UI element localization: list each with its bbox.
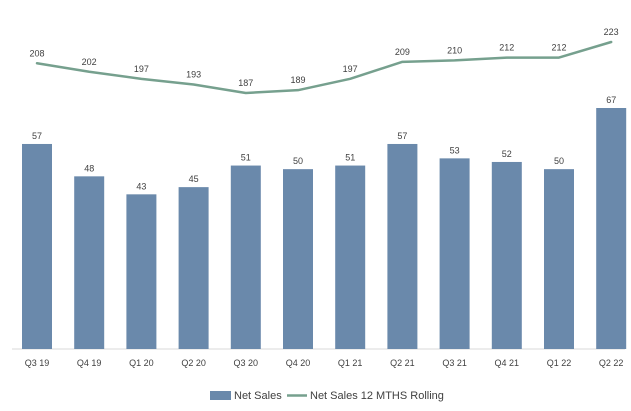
line-value-label: 209 <box>395 47 410 57</box>
line-value-label: 208 <box>29 48 44 58</box>
x-tick-label: Q1 22 <box>547 358 572 368</box>
line-value-label: 210 <box>447 45 462 55</box>
legend: Net Sales Net Sales 12 MTHS Rolling <box>210 390 444 402</box>
bar-value-label: 67 <box>606 95 616 105</box>
rolling-line-group <box>35 40 613 95</box>
legend-label-net-sales: Net Sales <box>234 390 282 402</box>
bar-value-label: 52 <box>502 149 512 159</box>
x-tick-label: Q3 19 <box>25 358 50 368</box>
bar-value-label: 50 <box>554 156 564 166</box>
bar-q1-21 <box>335 165 366 349</box>
bar-q3-21 <box>439 158 470 349</box>
bar-value-label: 53 <box>450 145 460 155</box>
bar-value-label: 57 <box>397 131 407 141</box>
bar-value-label: 48 <box>84 163 94 173</box>
line-value-label: 189 <box>290 75 305 85</box>
bar-q2-22 <box>596 108 627 349</box>
bar-value-label: 43 <box>136 181 146 191</box>
line-value-label: 187 <box>238 78 253 88</box>
bar-q2-21 <box>387 143 418 349</box>
bar-q2-20 <box>178 187 209 349</box>
data-labels-group: 57 208 48 202 43 197 45 193 51 187 50 189 51 197 57 209… <box>29 27 618 191</box>
bars-group <box>22 108 627 349</box>
x-tick-label: Q2 22 <box>599 358 624 368</box>
line-value-label: 223 <box>604 27 619 37</box>
x-tick-label: Q3 20 <box>234 358 259 368</box>
x-tick-label: Q2 20 <box>181 358 206 368</box>
x-tick-label: Q1 21 <box>338 358 363 368</box>
bar-value-label: 50 <box>293 156 303 166</box>
bar-value-label: 45 <box>189 174 199 184</box>
x-tick-label: Q1 20 <box>129 358 154 368</box>
bar-q1-22 <box>544 169 574 349</box>
x-tick-label: Q3 21 <box>442 358 467 368</box>
x-tick-label: Q4 21 <box>495 358 520 368</box>
line-value-label: 197 <box>134 64 149 74</box>
line-value-label: 212 <box>499 43 514 53</box>
line-value-label: 193 <box>186 70 201 80</box>
bar-q3-20 <box>230 165 261 349</box>
bar-q4-20 <box>283 169 313 349</box>
line-value-label: 197 <box>343 64 358 74</box>
line-value-label: 202 <box>82 57 97 67</box>
bar-value-label: 51 <box>345 153 355 163</box>
bar-q1-20 <box>126 194 157 349</box>
x-tick-label: Q2 21 <box>390 358 415 368</box>
legend-label-rolling: Net Sales 12 MTHS Rolling <box>310 390 444 402</box>
x-tick-label: Q4 20 <box>286 358 311 368</box>
bar-value-label: 57 <box>32 131 42 141</box>
line-value-label: 212 <box>551 43 566 53</box>
x-tick-label: Q4 19 <box>77 358 102 368</box>
bar-q3-19 <box>22 143 52 349</box>
legend-swatch-net-sales <box>210 391 231 400</box>
bar-q4-19 <box>74 176 105 349</box>
bar-value-label: 51 <box>241 153 251 163</box>
rolling-series-line <box>35 40 613 95</box>
x-tick-labels-group: Q3 19 Q4 19 Q1 20 Q2 20 Q3 20 Q4 20 Q1 21 Q2 21… <box>25 358 624 368</box>
bar-q4-21 <box>491 161 522 349</box>
